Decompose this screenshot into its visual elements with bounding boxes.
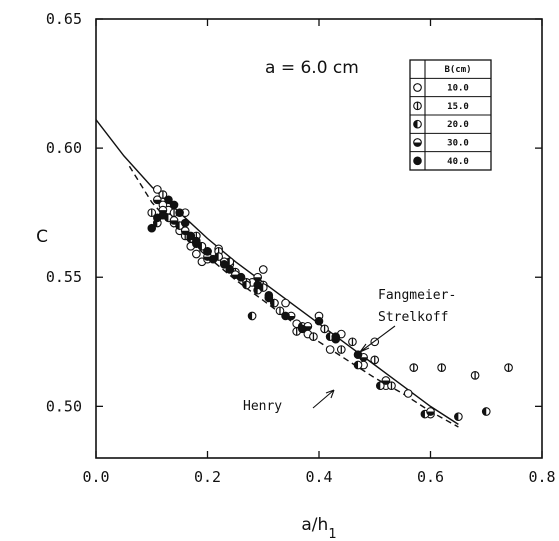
- fangmeier-arrow: [359, 325, 396, 353]
- henry-arrow: [312, 389, 335, 409]
- legend-entry: 20.0: [447, 120, 469, 130]
- data-point: [225, 265, 235, 274]
- data-point: [253, 272, 263, 282]
- y-tick-label: 0.50: [46, 397, 82, 415]
- x-tick-label: 0.0: [82, 468, 109, 486]
- y-axis-label: C: [36, 227, 48, 247]
- data-point: [192, 236, 201, 246]
- data-point: [152, 185, 162, 194]
- data-point: [180, 218, 190, 228]
- data-point: [470, 371, 480, 380]
- curves: [95, 119, 459, 428]
- data-point: [264, 291, 274, 300]
- data-point: [186, 231, 196, 241]
- series-40.0: [147, 195, 363, 360]
- axes: 0.0 0.2 0.4 0.6 0.8 0.50 0.55 0.60 0.65 a/h1 C: [36, 10, 555, 541]
- data-point: [348, 337, 357, 347]
- data-points: [147, 185, 513, 422]
- data-point: [387, 381, 396, 391]
- data-point: [325, 345, 335, 354]
- data-point: [236, 272, 246, 282]
- data-point: [454, 412, 463, 422]
- data-point: [152, 195, 162, 205]
- series-15.0: [147, 190, 513, 391]
- data-point: [158, 190, 168, 199]
- legend-entry: 10.0: [447, 84, 469, 94]
- data-point: [169, 216, 179, 225]
- data-point: [164, 195, 173, 205]
- data-point: [219, 260, 229, 269]
- data-point: [370, 355, 380, 365]
- data-point: [297, 324, 307, 334]
- legend: B(cm) 10.0 15.0 20.0 30.0 40.0: [409, 59, 492, 171]
- data-point: [208, 254, 218, 264]
- data-point: [375, 381, 385, 391]
- data-point: [336, 345, 346, 354]
- data-point: [203, 247, 212, 256]
- data-point: [331, 332, 341, 341]
- legend-entry: 15.0: [447, 102, 469, 112]
- data-point: [275, 306, 285, 316]
- legend-marker: [413, 119, 422, 129]
- data-point: [169, 200, 179, 210]
- data-point: [437, 363, 447, 372]
- x-tick-label: 0.2: [194, 468, 221, 486]
- data-point: [281, 311, 290, 321]
- fangmeier-label-line2: Strelkoff: [378, 310, 448, 325]
- legend-marker: [413, 83, 422, 92]
- data-point: [242, 280, 251, 290]
- fangmeier-strelkoff-curve: [95, 119, 459, 425]
- legend-marker: [413, 138, 422, 147]
- data-point: [481, 407, 491, 416]
- data-point: [158, 210, 168, 220]
- data-point: [258, 265, 268, 274]
- data-point: [353, 360, 363, 370]
- legend-entry: 40.0: [447, 157, 469, 167]
- data-point: [403, 389, 413, 398]
- x-tick-label: 0.8: [528, 468, 555, 486]
- labels: a = 6.0 cm Fangmeier- Strelkoff Henry: [243, 58, 456, 414]
- annotation-a: a = 6.0 cm: [265, 58, 359, 78]
- fangmeier-label-line1: Fangmeier-: [378, 288, 456, 303]
- data-point: [309, 332, 318, 341]
- data-point: [281, 298, 290, 308]
- data-point: [180, 226, 190, 236]
- y-tick-label: 0.55: [46, 268, 82, 286]
- x-tick-label: 0.6: [417, 468, 444, 486]
- legend-marker: [413, 101, 422, 111]
- data-point: [320, 324, 329, 334]
- data-point: [353, 350, 363, 360]
- henry-label: Henry: [243, 399, 282, 414]
- legend-header: B(cm): [444, 65, 471, 75]
- data-point: [314, 316, 324, 326]
- y-tick-label: 0.60: [46, 139, 82, 157]
- data-point: [409, 363, 419, 372]
- data-point: [426, 407, 435, 416]
- x-tick-label: 0.4: [305, 468, 332, 486]
- data-point: [504, 363, 513, 372]
- y-tick-label: 0.65: [46, 10, 82, 28]
- data-point: [147, 208, 157, 218]
- data-point: [381, 376, 391, 385]
- data-point: [192, 249, 201, 259]
- legend-entry: 30.0: [447, 139, 469, 149]
- legend-marker: [413, 156, 422, 166]
- data-point: [253, 280, 262, 290]
- data-point: [147, 223, 157, 233]
- data-point: [247, 311, 257, 321]
- data-point: [175, 208, 184, 217]
- x-axis-label: a/h1: [301, 515, 336, 541]
